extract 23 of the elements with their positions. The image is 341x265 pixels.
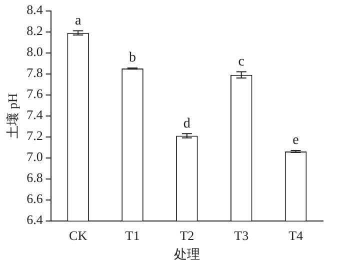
y-tick-label: 6.8 xyxy=(26,170,43,186)
y-axis-title: 土壤 pH xyxy=(5,93,20,138)
y-tick-label: 7.4 xyxy=(26,107,44,122)
y-tick-label: 6.4 xyxy=(26,212,44,228)
annotation: c xyxy=(238,54,244,70)
x-tick-label: T1 xyxy=(125,228,140,244)
x-tick-label: T2 xyxy=(180,228,194,244)
x-tick-label: T3 xyxy=(234,228,249,244)
x-tick-label: T4 xyxy=(288,228,304,244)
y-tick-label: 7.6 xyxy=(26,86,44,102)
y-tick-label: 7.0 xyxy=(26,149,43,164)
y-tick-label: 8.4 xyxy=(26,2,44,18)
annotation: a xyxy=(74,13,82,28)
annotation: e xyxy=(292,133,299,148)
annotation: b xyxy=(128,50,136,66)
annotation: d xyxy=(183,116,190,132)
y-tick-label: 8.0 xyxy=(26,44,43,60)
y-tick-label: 7.8 xyxy=(26,65,43,80)
y-tick-label: 7.2 xyxy=(26,128,43,144)
y-tick-label: 8.2 xyxy=(26,23,43,38)
y-tick-label: 6.6 xyxy=(26,191,44,206)
x-tick-label: CK xyxy=(69,228,88,244)
x-axis-title: 处理 xyxy=(174,246,200,262)
